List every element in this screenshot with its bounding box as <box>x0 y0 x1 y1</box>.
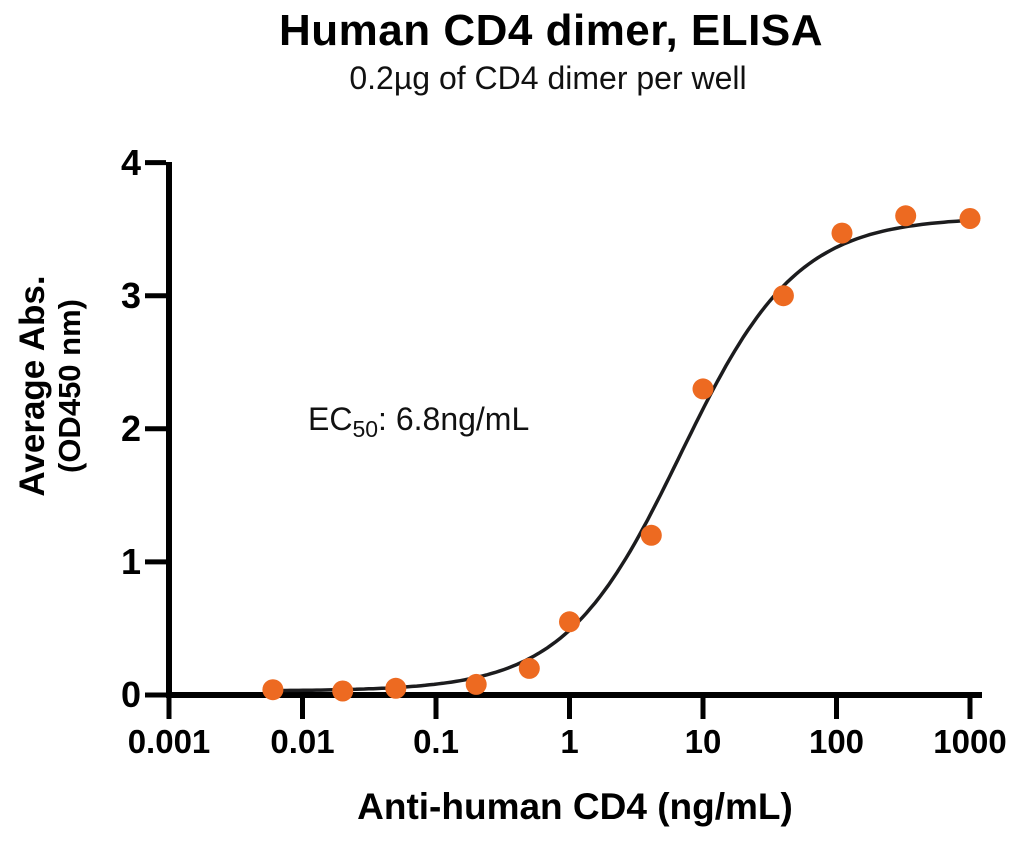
data-point <box>518 657 540 679</box>
x-tick-label: 10 <box>684 723 722 760</box>
chart-subtitle: 0.2µg of CD4 dimer per well <box>349 60 747 96</box>
x-tick-label: 0.01 <box>270 723 335 760</box>
x-tick-label: 1 <box>560 723 579 760</box>
data-point <box>262 679 284 701</box>
data-point <box>831 222 853 244</box>
x-tick-label: 100 <box>808 723 865 760</box>
data-point <box>385 677 407 699</box>
data-point <box>692 378 714 400</box>
fit-curve <box>272 218 971 693</box>
y-tick-label: 0 <box>120 674 141 715</box>
data-point <box>772 285 794 307</box>
ec50-annotation: EC50: 6.8ng/mL <box>308 401 530 442</box>
x-tick-label: 0.1 <box>413 723 459 760</box>
data-point <box>559 611 580 633</box>
chart-title: Human CD4 dimer, ELISA <box>278 6 824 55</box>
x-tick-label: 0.001 <box>127 723 211 760</box>
y-tick-label: 2 <box>120 407 141 449</box>
data-point <box>640 524 662 546</box>
data-point <box>959 208 981 229</box>
y-tick-label: 4 <box>120 141 141 183</box>
y-tick-label: 1 <box>120 540 141 582</box>
data-point <box>465 673 487 695</box>
y-tick-label: 3 <box>120 274 141 316</box>
x-axis-label: Anti-human CD4 (ng/mL) <box>357 786 793 827</box>
data-point <box>895 205 917 227</box>
ec50-annotation-value: : 6.8ng/mL <box>378 401 530 437</box>
data-point <box>332 680 354 702</box>
ec50-annotation-prefix: EC <box>308 401 353 437</box>
x-tick-label: 1000 <box>933 723 1007 760</box>
ec50-annotation-subscript: 50 <box>352 416 379 442</box>
